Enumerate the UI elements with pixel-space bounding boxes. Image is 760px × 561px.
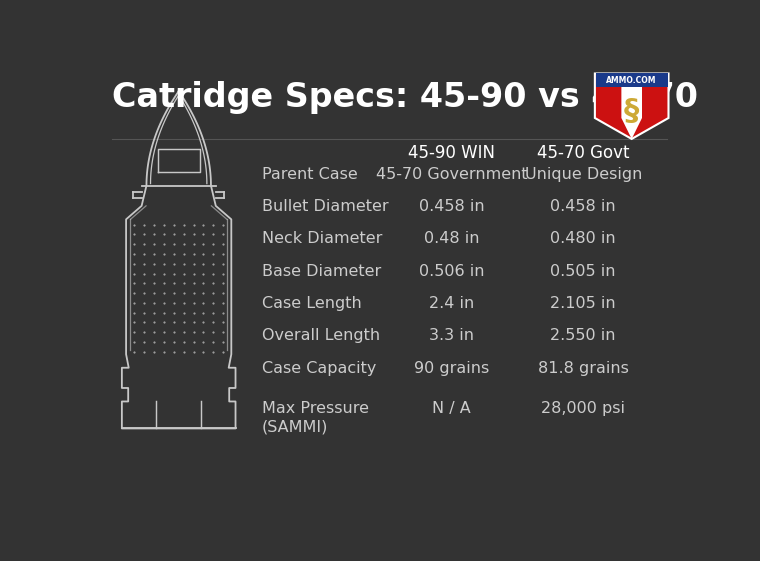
Text: Case Length: Case Length: [261, 296, 361, 311]
Text: 0.458 in: 0.458 in: [419, 199, 484, 214]
Text: 81.8 grains: 81.8 grains: [538, 361, 629, 376]
Text: 90 grains: 90 grains: [414, 361, 489, 376]
Text: 2.550 in: 2.550 in: [550, 328, 616, 343]
Text: Unique Design: Unique Design: [524, 167, 642, 182]
Text: Case Capacity: Case Capacity: [261, 361, 376, 376]
Text: Max Pressure
(SAMMI): Max Pressure (SAMMI): [261, 401, 369, 434]
Text: 45-70 Government: 45-70 Government: [375, 167, 527, 182]
Text: 2.4 in: 2.4 in: [429, 296, 474, 311]
Text: Parent Case: Parent Case: [261, 167, 357, 182]
Text: 28,000 psi: 28,000 psi: [541, 401, 625, 416]
Text: ★: ★: [627, 122, 636, 132]
Text: §: §: [624, 97, 639, 126]
Text: AMMO.COM: AMMO.COM: [606, 76, 657, 85]
Polygon shape: [595, 73, 669, 139]
Text: Catridge Specs: 45-90 vs 45-70: Catridge Specs: 45-90 vs 45-70: [112, 81, 698, 114]
Text: 45-70 Govt: 45-70 Govt: [537, 144, 629, 162]
Text: 3.3 in: 3.3 in: [429, 328, 474, 343]
Text: 0.458 in: 0.458 in: [550, 199, 616, 214]
Text: 0.505 in: 0.505 in: [550, 264, 616, 279]
Polygon shape: [622, 73, 642, 139]
Text: N / A: N / A: [432, 401, 471, 416]
Text: 2.105 in: 2.105 in: [550, 296, 616, 311]
Text: Neck Diameter: Neck Diameter: [261, 231, 382, 246]
FancyBboxPatch shape: [596, 73, 668, 86]
Text: 0.48 in: 0.48 in: [424, 231, 480, 246]
Text: 0.480 in: 0.480 in: [550, 231, 616, 246]
Text: Base Diameter: Base Diameter: [261, 264, 381, 279]
Text: Bullet Diameter: Bullet Diameter: [261, 199, 388, 214]
Text: Overall Length: Overall Length: [261, 328, 380, 343]
Text: 45-90 WIN: 45-90 WIN: [408, 144, 495, 162]
Text: 0.506 in: 0.506 in: [419, 264, 484, 279]
